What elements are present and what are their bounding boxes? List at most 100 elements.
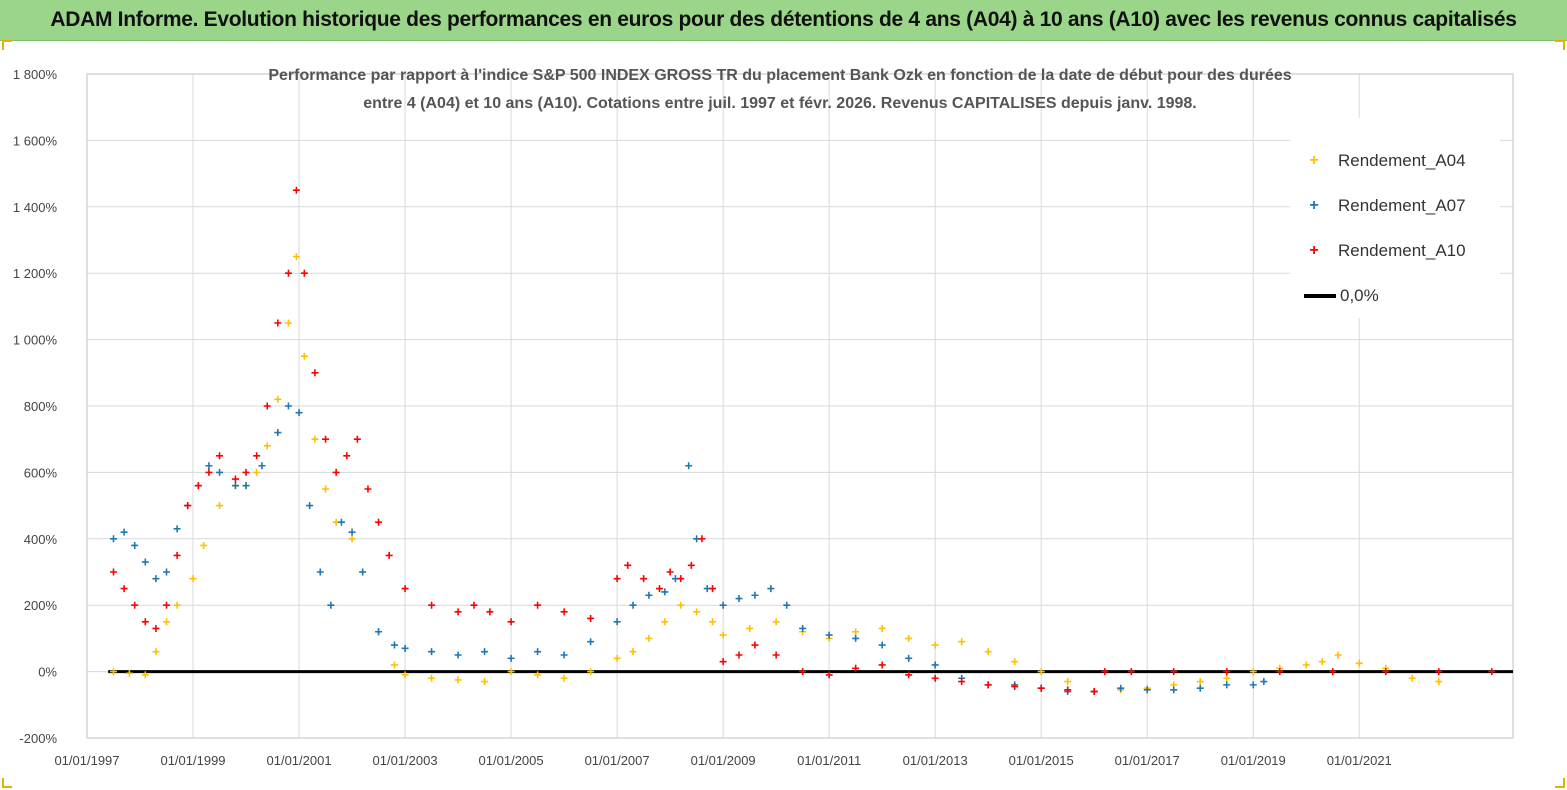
point-a07 [1196,684,1204,692]
point-a07 [1260,678,1268,686]
point-a10 [534,601,542,609]
point-a10 [719,658,727,666]
y-tick-label: 1 600% [13,133,58,148]
point-a04 [274,395,282,403]
point-a04 [163,618,171,626]
point-a10 [1170,668,1178,676]
y-tick-label: 200% [24,598,58,613]
point-a04 [1037,668,1045,676]
point-a07 [173,525,181,533]
point-a10 [216,452,224,460]
point-a04 [322,485,330,493]
point-a10 [709,585,717,593]
point-a07 [242,482,250,490]
point-a04 [125,669,133,677]
chart-title-line-2: entre 4 (A04) et 10 ans (A10). Cotations… [363,95,1197,112]
point-a04 [645,634,653,642]
legend-label-a07: Rendement_A07 [1338,196,1466,215]
point-a04 [746,624,754,632]
y-tick-label: -200% [19,731,57,746]
point-a07 [685,462,693,470]
point-a10 [698,535,706,543]
point-a10 [205,468,213,476]
point-a10 [300,269,308,277]
point-a10 [1090,688,1098,696]
x-tick-label: 01/01/2019 [1221,753,1286,768]
legend-label-zero: 0,0% [1340,286,1379,305]
y-tick-label: 800% [24,399,58,414]
point-a04 [263,442,271,450]
point-a10 [364,485,372,493]
point-a07 [507,654,515,662]
point-a04 [1408,674,1416,682]
legend-item-a04: + Rendement_A04 [1290,146,1500,176]
point-a10 [343,452,351,460]
point-a10 [470,601,478,609]
point-a04 [587,668,595,676]
point-a10 [110,568,118,576]
point-a04 [613,654,621,662]
y-tick-label: 0% [38,665,57,680]
point-a10 [1011,683,1019,691]
x-tick-label: 01/01/2021 [1327,753,1392,768]
point-a10 [284,269,292,277]
series-layer [110,186,1496,696]
point-a07 [348,528,356,536]
y-tick-label: 1 800% [13,67,58,82]
x-tick-label: 01/01/1997 [54,753,119,768]
point-a10 [687,561,695,569]
point-a10 [640,575,648,583]
point-a07 [454,651,462,659]
point-a07 [852,634,860,642]
point-a07 [316,568,324,576]
point-a10 [799,668,807,676]
series-a04 [110,253,1443,696]
point-a04 [878,624,886,632]
point-a10 [322,435,330,443]
corner-mark-bottom-left [2,778,12,788]
point-a04 [428,674,436,682]
y-tick-label: 1 200% [13,266,58,281]
point-a10 [677,575,685,583]
point-a07 [359,568,367,576]
point-a07 [306,502,314,510]
point-a04 [1064,678,1072,686]
point-a10 [560,608,568,616]
point-a04 [141,671,149,679]
point-a10 [120,585,128,593]
point-a04 [253,468,261,476]
point-a10 [401,585,409,593]
x-tick-label: 01/01/2013 [903,753,968,768]
point-a07 [120,528,128,536]
point-a10 [1101,668,1109,676]
point-a04 [454,676,462,684]
point-a07 [390,641,398,649]
point-a07 [719,601,727,609]
point-a04 [1318,658,1326,666]
point-a10 [507,618,515,626]
series-a10 [110,186,1496,696]
point-a07 [735,595,743,603]
corner-mark-top-left [2,40,12,50]
point-a10 [163,601,171,609]
y-tick-label: 1 400% [13,200,58,215]
point-a10 [332,468,340,476]
point-a07 [645,591,653,599]
x-tick-label: 01/01/2007 [585,753,650,768]
point-a10 [253,452,261,460]
point-a04 [1302,661,1310,669]
point-a04 [507,668,515,676]
point-a04 [216,502,224,510]
point-a04 [931,641,939,649]
point-a07 [587,638,595,646]
x-tick-label: 01/01/1999 [160,753,225,768]
point-a07 [216,468,224,476]
point-a04 [1435,678,1443,686]
point-a07 [560,651,568,659]
point-a07 [534,648,542,656]
point-a10 [1435,668,1443,676]
plus-marker-icon: + [1309,152,1319,169]
x-tick-label: 01/01/2009 [691,753,756,768]
point-a10 [141,618,149,626]
point-a10 [931,674,939,682]
